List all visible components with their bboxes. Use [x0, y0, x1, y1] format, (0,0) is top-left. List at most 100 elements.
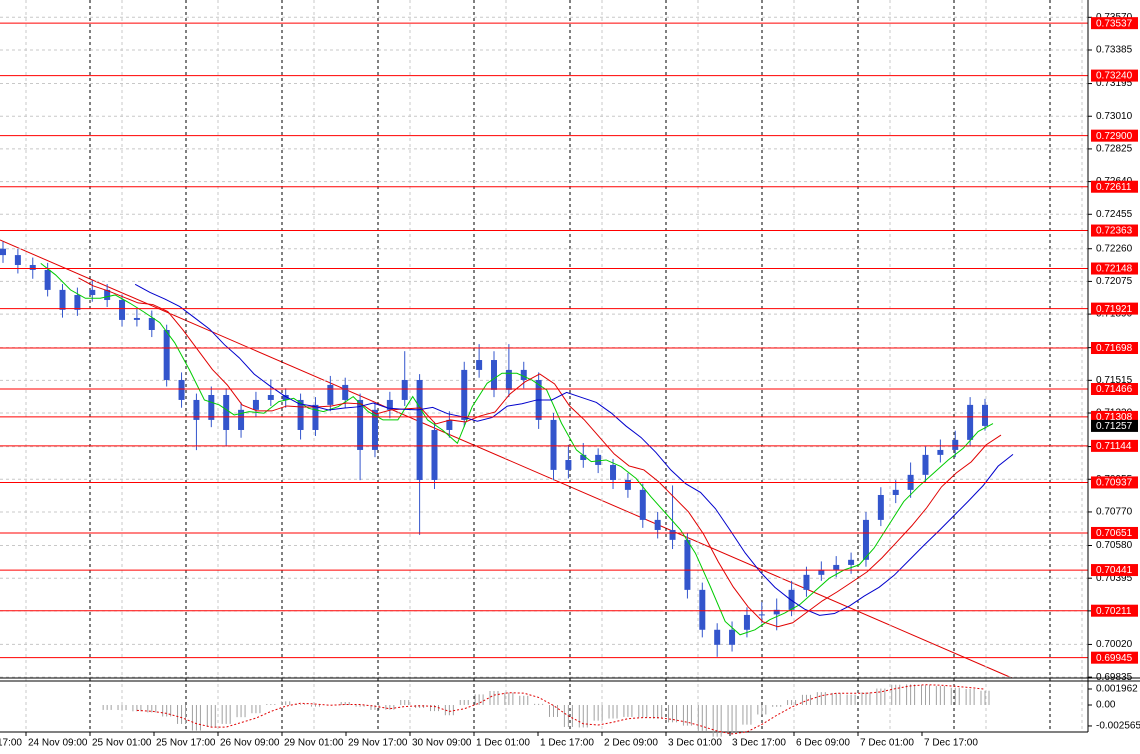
candle-body — [178, 379, 185, 400]
candle-body — [520, 369, 527, 380]
candle-body — [758, 614, 765, 616]
level-label-box — [1091, 262, 1138, 275]
candle-body — [699, 589, 706, 630]
level-label-box — [1091, 476, 1138, 489]
candle-body — [654, 519, 661, 530]
candle-body — [862, 519, 869, 560]
current-price-label: 0.71257 — [1096, 421, 1133, 432]
candle-body — [386, 399, 393, 410]
level-label-box — [1091, 651, 1138, 664]
x-tick-label: 29 Nov 17:00 — [348, 738, 408, 749]
x-tick-label: 30 Nov 09:00 — [412, 738, 472, 749]
candle-body — [148, 317, 155, 330]
x-tick-label: 6 Dec 09:00 — [796, 738, 850, 749]
candle-body — [163, 329, 170, 380]
moving-average — [78, 277, 1002, 628]
level-label: 0.72148 — [1096, 264, 1133, 275]
candle-body — [342, 384, 349, 400]
candle-body — [14, 255, 21, 265]
candle-body — [29, 264, 36, 270]
x-tick-label: 24 Nov 09:00 — [28, 738, 88, 749]
candle-body — [327, 384, 334, 405]
candle-body — [416, 379, 423, 480]
candle-body — [312, 404, 319, 430]
candle-body — [580, 454, 587, 461]
candle-body — [833, 564, 840, 570]
candle-body — [133, 317, 140, 320]
candle-body — [401, 379, 408, 400]
candle-body — [624, 479, 631, 490]
y-tick-label: 0.73385 — [1096, 45, 1133, 56]
level-label: 0.71698 — [1096, 343, 1133, 354]
level-label: 0.71308 — [1096, 412, 1133, 423]
y-tick-label: 0.72260 — [1096, 243, 1133, 254]
level-label-box — [1091, 17, 1138, 30]
level-label-box — [1091, 382, 1138, 395]
candle-body — [848, 559, 855, 565]
current-price-box — [1091, 419, 1138, 432]
candle-body — [282, 394, 289, 400]
level-label-box — [1091, 69, 1138, 82]
x-tick-label: 25 Nov 01:00 — [92, 738, 152, 749]
moving-average — [40, 262, 994, 636]
candle-body — [59, 289, 66, 310]
candle-body — [892, 489, 899, 495]
candle-body — [967, 404, 974, 440]
candle-body — [119, 299, 126, 320]
candle-body — [610, 464, 617, 480]
candle-body — [550, 419, 557, 470]
level-label: 0.73240 — [1096, 71, 1133, 82]
candle-body — [223, 394, 230, 430]
candle-body — [937, 449, 944, 455]
level-label: 0.69945 — [1096, 653, 1133, 664]
x-tick-label: 3 Dec 17:00 — [732, 738, 786, 749]
candle-body — [922, 454, 929, 475]
x-tick-label: 3 Dec 01:00 — [668, 738, 722, 749]
level-label: 0.71466 — [1096, 384, 1133, 395]
candle-body — [357, 399, 364, 450]
y-tick-label: 0.73010 — [1096, 111, 1133, 122]
candle-body — [505, 369, 512, 390]
candle-body — [639, 489, 646, 520]
candle-body — [565, 460, 572, 470]
level-label: 0.72363 — [1096, 226, 1133, 237]
candle-body — [684, 539, 691, 590]
candle-body — [208, 394, 215, 420]
x-tick-label: 2 Dec 09:00 — [604, 738, 658, 749]
candle-body — [297, 399, 304, 430]
level-label-box — [1091, 564, 1138, 577]
level-label: 0.70211 — [1096, 606, 1132, 617]
level-label: 0.71921 — [1096, 304, 1133, 315]
candle-body — [431, 429, 438, 480]
level-label-box — [1091, 302, 1138, 315]
level-label: 0.72900 — [1096, 131, 1133, 142]
y-tick-label: 0.70580 — [1096, 540, 1133, 551]
level-label-box — [1091, 180, 1138, 193]
x-tick-label: 1 Dec 01:00 — [476, 738, 530, 749]
moving-average — [134, 283, 1014, 616]
level-label: 0.72611 — [1096, 182, 1132, 193]
level-label-box — [1091, 439, 1138, 452]
level-label-box — [1091, 410, 1138, 423]
candle-body — [773, 609, 780, 615]
candle-body — [491, 360, 497, 390]
candle-body — [267, 394, 274, 400]
candle-body — [446, 419, 453, 430]
candle-body — [0, 248, 6, 256]
level-label-box — [1091, 342, 1138, 355]
level-label-box — [1091, 526, 1138, 539]
y-tick-label: 0.72075 — [1096, 276, 1133, 287]
level-label: 0.73537 — [1096, 18, 1133, 29]
y-tick-label: 0.70770 — [1096, 507, 1133, 518]
level-label: 0.70441 — [1096, 565, 1133, 576]
osc-signal — [136, 684, 986, 735]
osc-tick-label: 0.001962 — [1096, 684, 1138, 695]
y-tick-label: 0.71515 — [1096, 375, 1133, 386]
level-label-box — [1091, 129, 1138, 142]
level-label-box — [1091, 604, 1138, 617]
x-tick-label: 17:00 — [0, 738, 22, 749]
x-tick-label: 25 Nov 17:00 — [156, 738, 216, 749]
